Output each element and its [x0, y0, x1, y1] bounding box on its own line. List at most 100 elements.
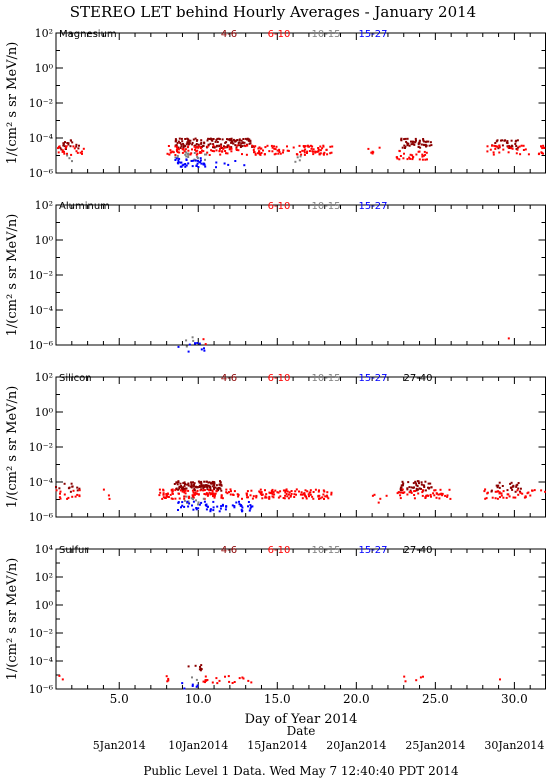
- data-point: [268, 497, 271, 500]
- data-point: [209, 485, 211, 488]
- data-point: [65, 146, 67, 149]
- data-point: [62, 142, 65, 145]
- data-point: [415, 487, 418, 490]
- data-point: [272, 491, 275, 494]
- data-point: [214, 140, 217, 143]
- data-point: [241, 153, 243, 156]
- data-point: [519, 491, 522, 494]
- data-point: [212, 146, 214, 149]
- data-point: [206, 486, 209, 489]
- data-point: [296, 153, 299, 156]
- legend-entry: 6-10: [268, 373, 291, 384]
- data-point: [290, 490, 293, 492]
- data-point: [199, 669, 202, 672]
- data-point: [505, 496, 508, 499]
- data-point: [183, 491, 186, 494]
- data-point: [412, 155, 415, 158]
- legend-entry: 6-10: [268, 201, 291, 212]
- series-6-10: [55, 488, 546, 504]
- series-15-27: [177, 342, 206, 353]
- data-point: [307, 493, 310, 496]
- data-point: [81, 150, 83, 153]
- data-point: [228, 145, 231, 148]
- data-point: [301, 493, 304, 496]
- data-point: [228, 680, 231, 683]
- data-point: [418, 140, 421, 143]
- data-point: [317, 148, 320, 151]
- data-point: [517, 487, 520, 490]
- data-point: [293, 496, 296, 498]
- data-point: [190, 152, 193, 155]
- data-point: [75, 150, 78, 153]
- data-point: [199, 665, 201, 668]
- data-point: [286, 490, 289, 493]
- y-axis-label: 1/(cm² s sr MeV/n): [5, 558, 20, 681]
- data-point: [221, 497, 224, 500]
- data-point: [303, 492, 306, 495]
- data-point: [66, 152, 68, 155]
- data-point: [203, 162, 206, 165]
- data-point: [187, 497, 190, 500]
- data-point: [194, 148, 196, 151]
- data-point: [439, 488, 442, 491]
- data-point: [174, 154, 177, 156]
- data-point: [208, 154, 211, 156]
- data-point: [274, 152, 277, 155]
- data-point: [196, 162, 199, 165]
- y-tick-label: 10⁻⁶: [29, 511, 54, 524]
- data-point: [509, 482, 512, 485]
- data-point: [282, 489, 285, 492]
- data-point: [192, 508, 195, 511]
- data-point: [288, 491, 291, 494]
- data-point: [58, 496, 61, 499]
- data-point: [385, 494, 388, 497]
- data-point: [230, 137, 233, 140]
- data-point: [205, 503, 208, 506]
- data-point: [232, 493, 234, 496]
- data-point: [237, 495, 240, 498]
- data-point: [412, 482, 415, 485]
- data-point: [511, 147, 514, 150]
- data-point: [257, 147, 260, 150]
- data-point: [531, 489, 534, 492]
- data-point: [411, 140, 414, 143]
- data-point: [164, 497, 167, 499]
- data-point: [192, 339, 195, 342]
- data-point: [233, 681, 236, 683]
- data-point: [215, 139, 218, 141]
- data-point: [186, 501, 189, 504]
- legend-entry: 27-40: [403, 545, 432, 556]
- data-point: [181, 501, 184, 504]
- data-point: [66, 142, 69, 144]
- data-point: [277, 496, 280, 499]
- data-point: [209, 493, 212, 496]
- data-point: [247, 679, 250, 682]
- data-point: [198, 145, 201, 148]
- data-point: [193, 493, 196, 496]
- data-point: [187, 489, 190, 492]
- data-point: [408, 144, 411, 147]
- data-point: [319, 152, 322, 155]
- data-point: [190, 160, 193, 162]
- data-point: [411, 158, 414, 161]
- data-point: [196, 149, 199, 152]
- data-point: [61, 149, 64, 152]
- data-point: [233, 490, 236, 493]
- data-point: [194, 491, 197, 494]
- data-point: [77, 147, 80, 150]
- data-point: [282, 149, 285, 152]
- data-point: [308, 150, 311, 152]
- data-point: [212, 495, 214, 498]
- data-point: [242, 677, 245, 680]
- data-point: [174, 489, 177, 492]
- data-point: [236, 139, 239, 141]
- panel-silicon: 10² 10⁰ 10⁻² 10⁻⁴ 10⁻⁶ 1/(cm² s sr MeV/n) Sili…: [5, 371, 546, 524]
- data-point: [219, 153, 222, 156]
- data-point: [308, 145, 310, 148]
- data-point: [193, 488, 196, 491]
- data-point: [170, 497, 173, 500]
- data-point: [196, 157, 199, 159]
- data-point: [181, 487, 183, 490]
- data-point: [185, 164, 188, 167]
- data-point: [219, 480, 221, 483]
